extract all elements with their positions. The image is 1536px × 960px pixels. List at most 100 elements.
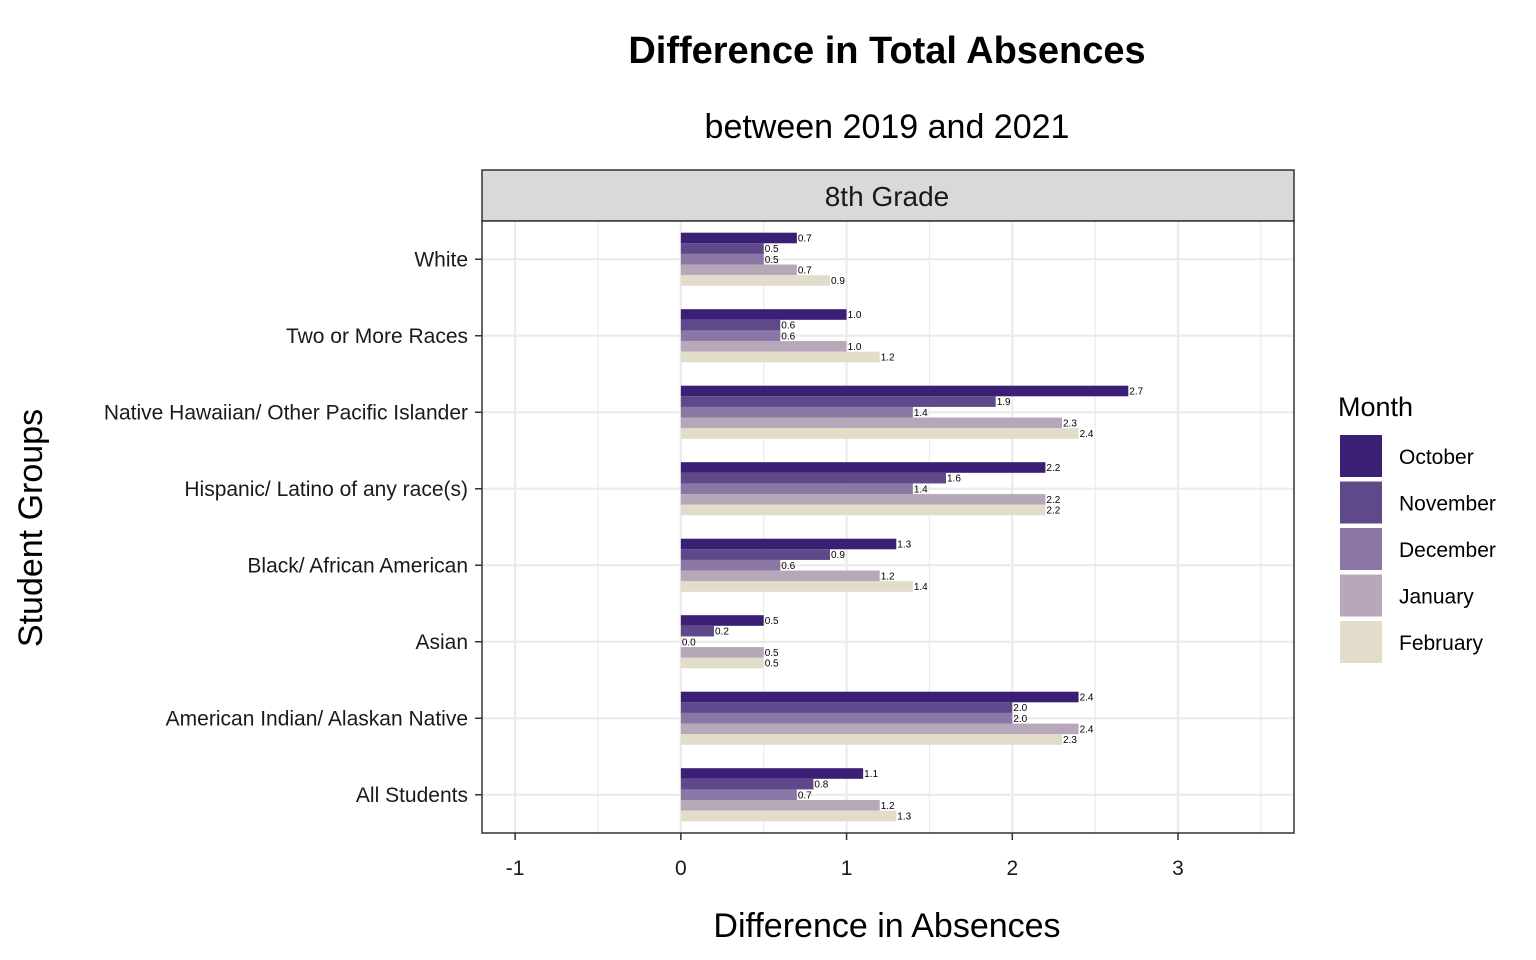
data-label: 0.8 (814, 780, 828, 791)
data-label: 2.7 (1129, 387, 1143, 398)
bar (680, 581, 913, 592)
bar (680, 768, 864, 779)
bar (680, 232, 797, 244)
bar (680, 504, 1046, 516)
y-tick-label: Two or More Races (286, 325, 468, 348)
bar (680, 275, 830, 286)
data-label: 1.3 (897, 812, 911, 823)
x-tick-label: 1 (841, 857, 853, 880)
data-label: 2.2 (1046, 506, 1060, 517)
data-label: 2.4 (1080, 693, 1094, 704)
data-label: 2.2 (1046, 463, 1060, 474)
data-label: 2.4 (1080, 724, 1094, 735)
legend: October November December January February (1340, 435, 1496, 663)
legend-label: December (1399, 539, 1496, 562)
data-label: 1.4 (914, 408, 928, 419)
data-label: 0.7 (798, 234, 812, 245)
bar (680, 417, 1062, 429)
data-label: 2.0 (1013, 703, 1027, 714)
bar (680, 483, 913, 495)
bar (680, 341, 847, 352)
bar (680, 309, 847, 320)
data-label: 2.3 (1063, 418, 1077, 429)
data-label: 0.9 (831, 550, 845, 561)
data-label: 1.2 (881, 801, 895, 812)
bar (680, 462, 1046, 473)
legend-swatch (1340, 435, 1382, 477)
chart-subtitle: between 2019 and 2021 (705, 108, 1070, 146)
data-label: 0.7 (798, 265, 812, 276)
facet-strip (481, 169, 1295, 222)
x-axis-title: Difference in Absences (713, 907, 1060, 945)
legend-swatch (1340, 528, 1382, 570)
bar (680, 330, 781, 342)
data-label: 2.4 (1080, 429, 1094, 440)
legend-label: October (1399, 446, 1474, 469)
data-label: 1.6 (947, 474, 961, 485)
data-label: 2.3 (1063, 735, 1077, 746)
x-tick-label: 3 (1172, 857, 1184, 880)
bar (680, 396, 996, 407)
data-label: 0.5 (765, 616, 779, 627)
bar (680, 264, 797, 276)
bar (680, 538, 897, 550)
data-label: 0.6 (781, 331, 795, 342)
data-label: 2.2 (1046, 495, 1060, 506)
data-label: 1.9 (997, 397, 1011, 408)
bar (680, 810, 897, 822)
data-label: 1.4 (914, 484, 928, 495)
bars-group (680, 232, 1129, 822)
legend-label: January (1399, 586, 1474, 609)
bar (680, 800, 880, 811)
data-label: 1.4 (914, 582, 928, 593)
bar (680, 691, 1079, 703)
bar (680, 712, 1013, 724)
data-label: 0.5 (765, 255, 779, 266)
data-label: 0.6 (781, 321, 795, 332)
bar (680, 549, 830, 560)
y-tick-label: Black/ African American (247, 554, 468, 577)
bar (680, 702, 1013, 713)
data-label: 0.5 (765, 244, 779, 255)
data-label: 0.0 (682, 637, 696, 648)
bar (680, 723, 1079, 735)
legend-title: Month (1338, 392, 1413, 422)
data-label: 1.2 (881, 353, 895, 364)
data-label: 0.2 (715, 627, 729, 638)
data-label: 1.0 (848, 310, 862, 321)
y-tick-label: All Students (356, 784, 468, 807)
x-tick-label: 0 (675, 857, 687, 880)
bar (680, 570, 880, 582)
bar (680, 243, 764, 254)
data-label: 0.5 (765, 659, 779, 670)
bar (680, 253, 764, 265)
data-label: 1.2 (881, 571, 895, 582)
bar (680, 657, 764, 669)
bar (680, 647, 764, 658)
y-axis: White Two or More Races Native Hawaiian/ O… (104, 248, 482, 807)
bar (680, 625, 714, 637)
bar (680, 734, 1062, 745)
y-tick-label: Hispanic/ Latino of any race(s) (184, 478, 468, 501)
bar (680, 319, 781, 331)
bar (680, 778, 814, 790)
legend-label: February (1399, 632, 1484, 655)
bar (680, 494, 1046, 505)
bar (680, 351, 880, 363)
legend-swatch (1340, 574, 1382, 617)
bar (680, 789, 797, 801)
chart-title: Difference in Total Absences (628, 30, 1145, 72)
legend-swatch (1340, 481, 1382, 524)
data-label: 0.9 (831, 276, 845, 287)
data-labels-group: 0.70.50.50.70.91.00.60.61.01.22.71.91.42… (682, 234, 1144, 823)
x-tick-label: 2 (1006, 857, 1018, 880)
x-tick-label: -1 (506, 857, 525, 880)
data-label: 0.7 (798, 790, 812, 801)
legend-label: November (1399, 493, 1496, 516)
y-tick-label: Native Hawaiian/ Other Pacific Islander (104, 401, 468, 424)
bar (680, 406, 913, 418)
facet-label: 8th Grade (825, 181, 950, 212)
bar (680, 615, 764, 626)
bar (680, 472, 946, 484)
